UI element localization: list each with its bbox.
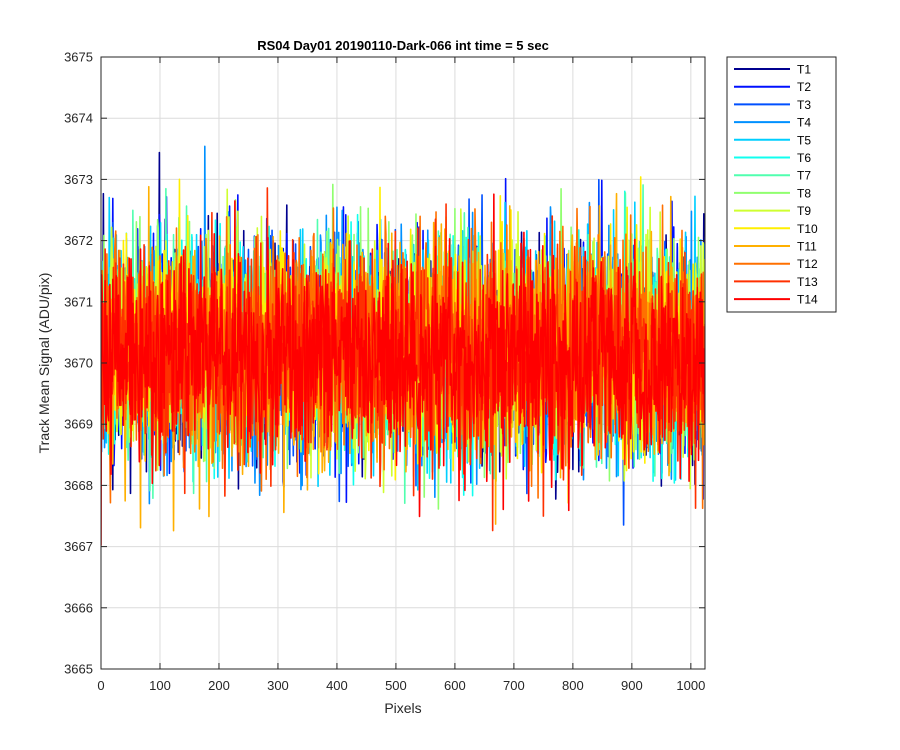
legend-label-t11: T11 — [797, 240, 817, 254]
y-tick-label: 3673 — [64, 172, 93, 187]
legend-label-t7: T7 — [797, 169, 811, 183]
x-tick-label: 0 — [97, 678, 104, 693]
y-axis-label: Track Mean Signal (ADU/pix) — [36, 273, 52, 454]
legend-box — [726, 56, 837, 313]
x-tick-label: 900 — [621, 678, 643, 693]
series-lines — [101, 145, 705, 546]
axis-ticks — [100, 56, 705, 670]
legend-label-t2: T2 — [797, 80, 811, 94]
y-tick-labels: 3665 3666 3667 3668 3669 3670 3671 3672 3673 3674… — [64, 50, 93, 677]
legend-label-t13: T13 — [797, 275, 818, 289]
y-tick-label: 3667 — [64, 539, 93, 554]
x-tick-label: 400 — [326, 678, 348, 693]
x-tick-label: 700 — [503, 678, 525, 693]
y-tick-label: 3669 — [64, 417, 93, 432]
y-tick-label: 3670 — [64, 356, 93, 371]
legend-label-t1: T1 — [797, 63, 811, 77]
legend-label-t10: T10 — [797, 222, 818, 236]
x-tick-label: 100 — [149, 678, 171, 693]
series-line-t14 — [101, 193, 705, 546]
x-axis-label: Pixels — [384, 700, 421, 716]
legend-label-t5: T5 — [797, 133, 811, 147]
y-tick-label: 3672 — [64, 233, 93, 248]
y-tick-label: 3666 — [64, 600, 93, 615]
x-tick-label: 1000 — [676, 678, 705, 693]
y-tick-label: 3671 — [64, 294, 93, 309]
legend-label-t6: T6 — [797, 151, 811, 165]
y-tick-label: 3665 — [64, 662, 93, 677]
x-tick-label: 500 — [385, 678, 407, 693]
y-tick-label: 3668 — [64, 478, 93, 493]
legend: T1 T2 T3 T4 T5 T6 T7 T8 T9 T10 T11 T12 T13 T14 — [726, 56, 837, 313]
chart-title: RS04 Day01 20190110-Dark-066 int time = … — [257, 38, 549, 53]
x-tick-labels: 0 100 200 300 400 500 600 700 800 900 1000 — [97, 678, 705, 693]
x-tick-label: 300 — [267, 678, 289, 693]
x-tick-label: 600 — [444, 678, 466, 693]
y-tick-label: 3675 — [64, 50, 93, 65]
legend-label-t9: T9 — [797, 204, 811, 218]
x-tick-label: 800 — [562, 678, 584, 693]
x-tick-label: 200 — [208, 678, 230, 693]
legend-label-t4: T4 — [797, 116, 811, 130]
legend-label-t14: T14 — [797, 293, 818, 307]
legend-label-t3: T3 — [797, 98, 811, 112]
y-tick-label: 3674 — [64, 111, 93, 126]
legend-label-t8: T8 — [797, 186, 811, 200]
legend-label-t12: T12 — [797, 257, 818, 271]
